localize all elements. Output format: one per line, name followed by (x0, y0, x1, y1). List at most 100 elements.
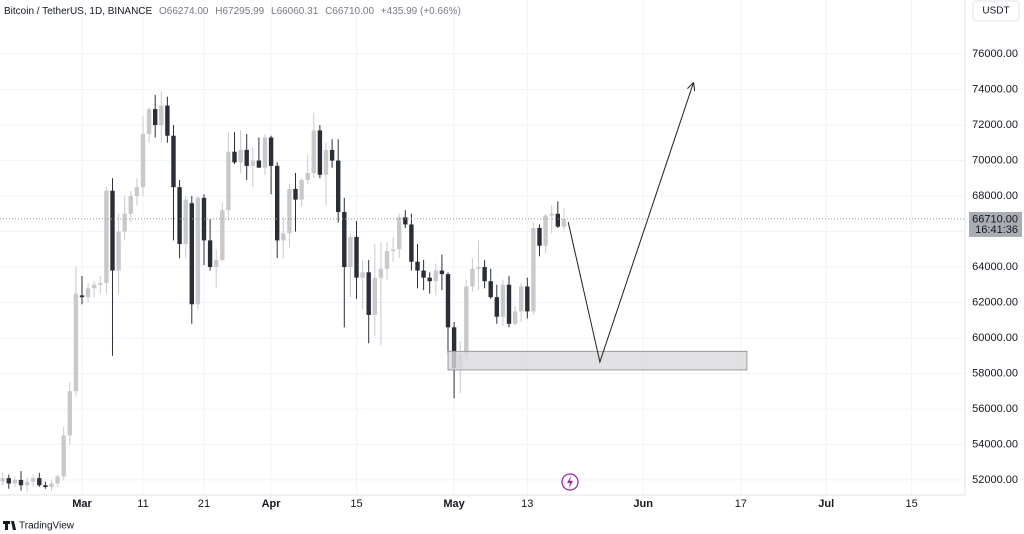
candle-body (104, 190, 109, 283)
y-tick-label: 68000.00 (972, 190, 1018, 202)
logo-mark (3, 521, 16, 530)
x-tick-label: 17 (735, 498, 747, 510)
candle-body (427, 277, 432, 282)
candle-body (226, 151, 231, 211)
candle-body (555, 213, 561, 227)
candle-body (262, 137, 268, 168)
candle-body (134, 187, 140, 197)
y-tick-label: 62000.00 (972, 296, 1018, 308)
projection-line (567, 83, 693, 364)
y-tick-label: 72000.00 (972, 119, 1018, 131)
y-tick-label: 70000.00 (972, 154, 1018, 166)
ohlc-value: 66274.00 (167, 6, 209, 17)
candle-body (311, 130, 316, 173)
candle-body (372, 277, 377, 315)
x-tick-label: 21 (198, 498, 210, 510)
x-tick-label: 11 (137, 498, 148, 510)
candle-body (116, 231, 121, 271)
candle-body (335, 160, 341, 213)
y-tick-label: 60000.00 (972, 332, 1018, 344)
countdown: 16:41:36 (975, 224, 1018, 236)
price-label: 66710.00 (972, 213, 1018, 225)
candle-body (256, 160, 262, 168)
candle-body (439, 270, 445, 275)
candle-body (329, 149, 335, 161)
y-tick-label: 76000.00 (972, 48, 1018, 60)
ohlc-label: O (159, 6, 167, 17)
y-tick-label: 52000.00 (972, 474, 1018, 486)
candle-body (91, 284, 97, 289)
candle-body (85, 288, 91, 298)
candle-body (354, 236, 359, 278)
logo: TradingView (3, 521, 75, 532)
candle-body (30, 478, 36, 482)
candle-body (24, 481, 30, 486)
candle-body (409, 224, 414, 262)
candle-body (37, 478, 42, 486)
candle-body (61, 435, 66, 477)
candle-body (561, 218, 567, 227)
candle-body (360, 272, 365, 278)
candle-body (403, 217, 408, 225)
y-tick-label: 74000.00 (972, 84, 1018, 96)
candle-body (415, 261, 420, 271)
ohlc-label: H (215, 6, 222, 17)
candle-body (366, 272, 371, 315)
candle-body (537, 227, 542, 246)
candle-body (110, 190, 115, 271)
candle-body (433, 270, 439, 282)
candle-body (128, 196, 133, 214)
candle-body (195, 197, 201, 305)
y-tick-label: 54000.00 (972, 438, 1018, 450)
alert-icon[interactable] (561, 473, 579, 491)
price-label-box (969, 211, 1022, 237)
candle-body (6, 478, 11, 484)
candle-body (397, 217, 402, 250)
candle-body (531, 227, 536, 312)
x-tick-label: 13 (521, 498, 533, 510)
candle-body (79, 295, 85, 298)
icon-bolt[interactable] (567, 476, 573, 488)
candle-body (543, 215, 548, 246)
currency-button[interactable] (972, 0, 1020, 22)
y-tick-label: 56000.00 (972, 403, 1018, 415)
candle-body (18, 479, 24, 486)
candle-body (55, 476, 60, 484)
candle-body (470, 268, 475, 287)
ohlc-value: 67295.99 (223, 6, 265, 17)
candle-body (299, 180, 304, 200)
candle-body (146, 109, 152, 134)
candle-body (43, 485, 48, 488)
candle-body (506, 284, 512, 324)
candle-body (201, 197, 207, 241)
candle-body (122, 213, 127, 232)
candle-body (220, 210, 225, 260)
candle-body (244, 149, 249, 166)
candle-body (500, 284, 506, 317)
candle-body (165, 105, 170, 136)
candle-body (159, 105, 164, 126)
candle-body (250, 160, 255, 166)
candle-body (281, 233, 286, 241)
candle-body (171, 135, 176, 188)
candle-body (67, 391, 72, 436)
candle-body (384, 251, 390, 269)
candle-body (287, 188, 292, 234)
candle-body (482, 267, 487, 282)
candle-body (549, 213, 554, 216)
candle-body (476, 267, 481, 269)
candle-body (12, 479, 18, 484)
currency[interactable]: USDT (982, 6, 1009, 17)
y-tick-label: 64000.00 (972, 261, 1018, 273)
candle-body (232, 151, 237, 163)
x-tick-label: Jun (633, 498, 653, 510)
candle-body (390, 249, 396, 252)
candle-body (445, 274, 451, 328)
candle-body (421, 270, 426, 278)
x-tick-label: Mar (72, 498, 92, 510)
candle-body (488, 281, 493, 298)
candle-body (525, 286, 530, 312)
ohlc-label: C (325, 6, 332, 17)
